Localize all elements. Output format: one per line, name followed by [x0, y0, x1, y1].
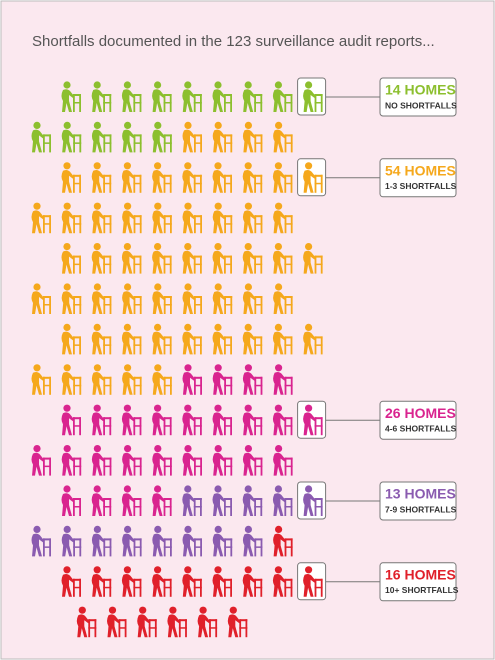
- value-label: 13 HOMES: [385, 486, 456, 502]
- category-label: 1-3 SHORTFALLS: [385, 181, 457, 191]
- value-label: 54 HOMES: [385, 163, 456, 179]
- category-group: 14 HOMES NO SHORTFALLS: [31, 77, 457, 153]
- category-group: 26 HOMES 4-6 SHORTFALLS: [31, 364, 457, 516]
- category-group: 13 HOMES 7-9 SHORTFALLS: [31, 481, 457, 557]
- category-group: 54 HOMES 1-3 SHORTFALLS: [31, 121, 457, 395]
- value-label: 16 HOMES: [385, 567, 456, 583]
- title: Shortfalls documented in the 123 surveil…: [32, 33, 435, 50]
- label-box: [379, 562, 457, 602]
- category-label: 7-9 SHORTFALLS: [385, 504, 457, 514]
- label-box: [379, 400, 457, 440]
- label-box: [379, 158, 457, 198]
- value-label: 26 HOMES: [385, 405, 456, 421]
- value-label: 14 HOMES: [385, 82, 456, 98]
- category-label: 10+ SHORTFALLS: [385, 585, 459, 595]
- label-box: [379, 77, 457, 117]
- label-box: [379, 481, 457, 521]
- category-label: NO SHORTFALLS: [385, 100, 457, 110]
- category-label: 4-6 SHORTFALLS: [385, 423, 457, 433]
- category-group: 16 HOMES 10+ SHORTFALLS: [61, 525, 459, 638]
